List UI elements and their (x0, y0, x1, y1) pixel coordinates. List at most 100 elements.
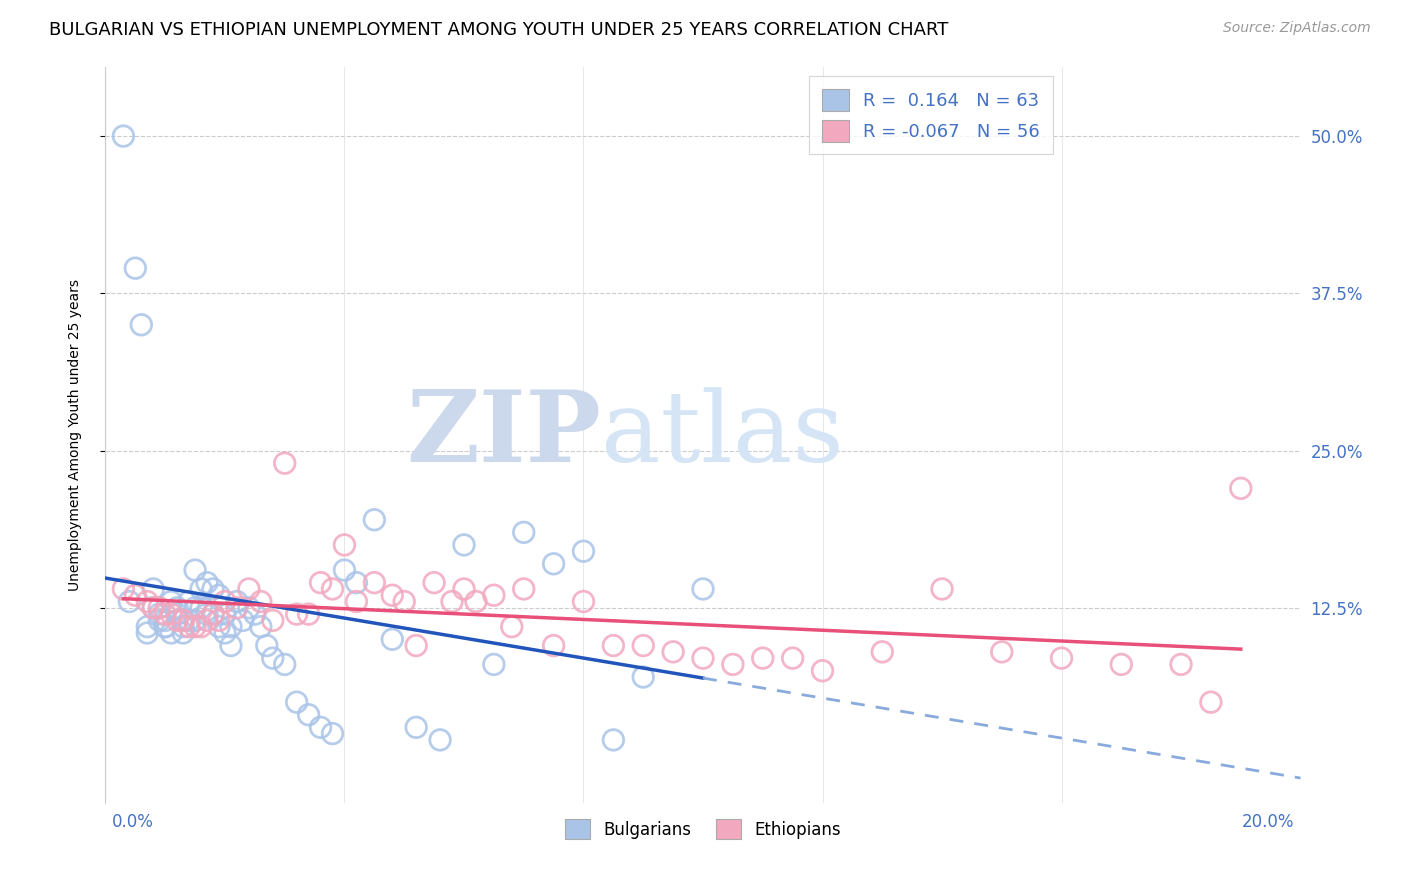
Point (602, 639, 624, 653)
Point (513, 525, 536, 540)
Point (309, 720, 332, 734)
Point (513, 582, 536, 596)
Point (990, 645, 1012, 659)
Point (219, 639, 242, 653)
Point (142, 582, 165, 596)
Point (184, 563, 207, 577)
Point (195, 575, 218, 590)
Point (298, 607, 321, 621)
Point (112, 129, 135, 144)
Point (363, 513, 385, 527)
Point (172, 626, 194, 640)
Point (262, 651, 284, 665)
Point (482, 588, 505, 602)
Point (429, 732, 451, 747)
Point (405, 720, 427, 734)
Point (543, 639, 565, 653)
Point (501, 620, 523, 634)
Point (184, 600, 207, 615)
Point (184, 614, 207, 628)
Point (1111, 657, 1133, 672)
Point (1050, 651, 1073, 665)
Point (177, 614, 201, 628)
Point (333, 538, 356, 552)
Point (136, 626, 159, 640)
Point (321, 726, 344, 740)
Text: atlas: atlas (602, 387, 844, 483)
Text: 0.0%: 0.0% (111, 813, 153, 830)
Point (118, 594, 141, 608)
Point (243, 607, 266, 621)
Point (453, 582, 475, 596)
Point (195, 607, 218, 621)
Point (572, 544, 595, 558)
Point (309, 575, 332, 590)
Point (160, 626, 183, 640)
Point (405, 639, 427, 653)
Point (202, 607, 225, 621)
Y-axis label: Unemployment Among Youth under 25 years: Unemployment Among Youth under 25 years (67, 279, 82, 591)
Point (148, 614, 170, 628)
Point (346, 575, 368, 590)
Text: Source: ZipAtlas.com: Source: ZipAtlas.com (1223, 21, 1371, 36)
Point (250, 594, 273, 608)
Point (363, 575, 385, 590)
Point (136, 594, 159, 608)
Point (423, 575, 446, 590)
Point (482, 657, 505, 672)
Point (321, 582, 344, 596)
Point (543, 557, 565, 571)
Point (872, 645, 894, 659)
Point (142, 600, 165, 615)
Point (782, 651, 804, 665)
Point (177, 594, 201, 608)
Point (811, 664, 834, 678)
Point (464, 594, 488, 608)
Point (155, 620, 177, 634)
Point (142, 600, 165, 615)
Point (692, 651, 714, 665)
Point (148, 600, 170, 615)
Point (190, 620, 212, 634)
Text: BULGARIAN VS ETHIOPIAN UNEMPLOYMENT AMONG YOUTH UNDER 25 YEARS CORRELATION CHART: BULGARIAN VS ETHIOPIAN UNEMPLOYMENT AMON… (49, 21, 949, 39)
Point (692, 582, 714, 596)
Point (441, 594, 464, 608)
Point (225, 594, 249, 608)
Point (166, 614, 188, 628)
Point (394, 594, 416, 608)
Point (160, 607, 183, 621)
Point (262, 614, 284, 628)
Point (195, 614, 218, 628)
Point (333, 563, 356, 577)
Point (273, 657, 295, 672)
Text: ZIP: ZIP (406, 386, 602, 483)
Point (238, 582, 260, 596)
Point (136, 620, 159, 634)
Point (1170, 657, 1192, 672)
Point (381, 632, 404, 647)
Point (273, 456, 295, 470)
Point (166, 607, 188, 621)
Point (202, 607, 225, 621)
Point (225, 600, 249, 615)
Point (572, 594, 595, 608)
Point (184, 620, 207, 634)
Point (1199, 695, 1222, 709)
Point (285, 607, 308, 621)
Point (124, 261, 146, 276)
Point (148, 607, 170, 621)
Point (160, 594, 183, 608)
Point (751, 651, 773, 665)
Point (208, 588, 231, 602)
Point (172, 620, 194, 634)
Point (202, 582, 225, 596)
Point (124, 588, 146, 602)
Point (208, 620, 231, 634)
Point (381, 588, 404, 602)
Point (721, 657, 744, 672)
Point (214, 594, 236, 608)
Point (214, 626, 236, 640)
Point (172, 614, 194, 628)
Point (177, 620, 201, 634)
Point (155, 614, 177, 628)
